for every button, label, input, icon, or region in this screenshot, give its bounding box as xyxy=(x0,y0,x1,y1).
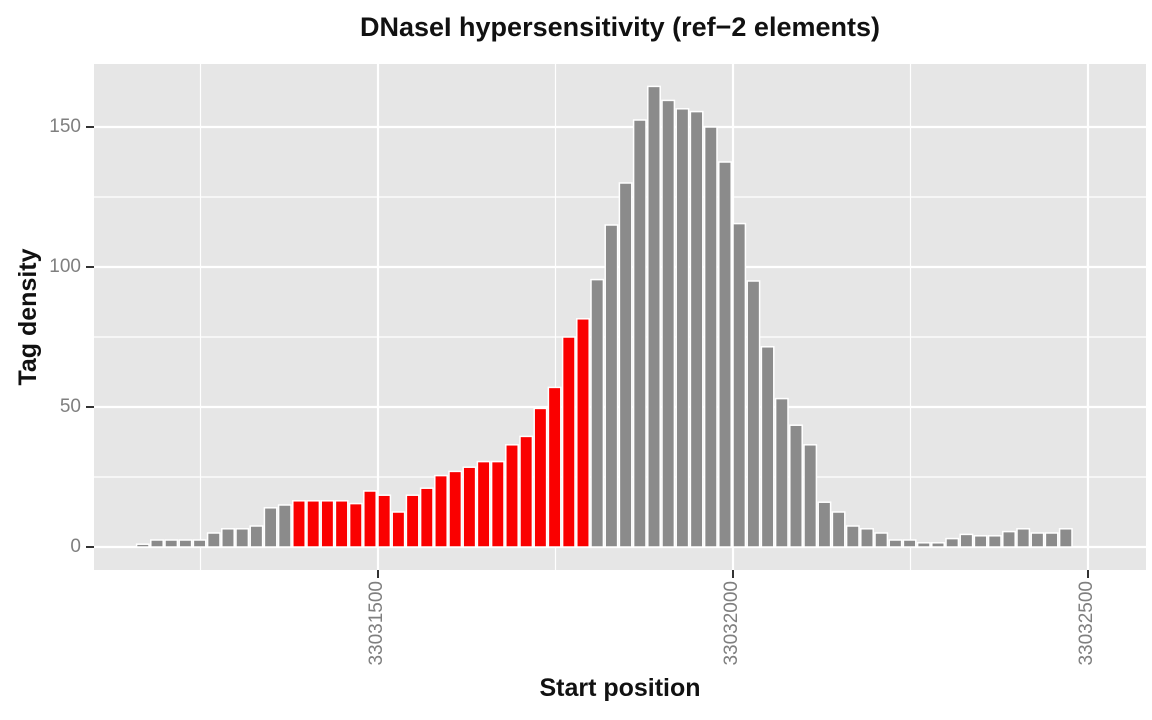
histogram-bar-highlighted xyxy=(505,444,519,548)
histogram-bar xyxy=(973,535,988,548)
histogram-bar xyxy=(874,532,889,548)
histogram-bar xyxy=(206,532,221,548)
histogram-bar xyxy=(661,99,676,548)
histogram-bar xyxy=(987,535,1002,548)
histogram-bar xyxy=(916,542,931,548)
y-tick-label: 50 xyxy=(59,396,81,417)
histogram-bar xyxy=(249,525,264,548)
histogram-bar-highlighted xyxy=(576,318,590,548)
histogram-bar xyxy=(604,224,619,548)
histogram-bar xyxy=(263,507,278,548)
histogram-bar xyxy=(618,182,633,548)
x-tick-mark xyxy=(377,570,379,578)
histogram-bar xyxy=(888,539,903,548)
histogram-bar xyxy=(789,424,803,548)
histogram-bar-highlighted xyxy=(561,336,576,548)
histogram-bar-highlighted xyxy=(391,511,406,548)
x-axis-title: Start position xyxy=(539,674,701,702)
histogram-bar xyxy=(632,119,647,548)
histogram-bar xyxy=(1058,528,1073,548)
x-tick-label: 33031500 xyxy=(366,581,387,666)
x-tick-label: 33032000 xyxy=(721,581,742,666)
y-tick-mark xyxy=(86,266,94,268)
y-tick-label: 0 xyxy=(70,536,81,557)
histogram-bar-highlighted xyxy=(363,490,377,548)
histogram-bar xyxy=(135,543,150,548)
histogram-bar-highlighted xyxy=(476,460,491,548)
histogram-bar xyxy=(718,161,732,548)
histogram-bar-highlighted xyxy=(419,487,434,548)
plot-panel xyxy=(94,64,1146,570)
histogram-bar xyxy=(647,85,661,548)
y-tick-mark xyxy=(86,126,94,128)
histogram-bar xyxy=(945,537,960,548)
y-tick-mark xyxy=(86,546,94,548)
histogram-bar xyxy=(192,539,207,548)
y-tick-mark xyxy=(86,406,94,408)
histogram-bar xyxy=(150,539,164,548)
histogram-bar-highlighted xyxy=(519,435,534,548)
histogram-bar xyxy=(732,222,747,548)
x-tick-label: 33032500 xyxy=(1076,581,1097,666)
histogram-bar xyxy=(746,280,761,548)
chart-title: DNaseI hypersensitivity (ref−2 elements) xyxy=(360,12,880,42)
histogram-bar-highlighted xyxy=(377,494,392,548)
y-tick-label: 100 xyxy=(49,256,81,277)
x-tick-mark xyxy=(732,570,734,578)
histogram-bar-highlighted xyxy=(405,494,420,548)
histogram-bar xyxy=(931,542,945,548)
histogram-bar xyxy=(959,533,974,548)
y-tick-label: 150 xyxy=(49,116,81,137)
histogram-bar xyxy=(817,501,832,548)
histogram-bar xyxy=(178,539,193,548)
histogram-bar xyxy=(760,346,775,548)
histogram-bar xyxy=(803,444,818,548)
histogram-bar xyxy=(1016,528,1031,548)
histogram-bar xyxy=(277,504,292,548)
histogram-bar-highlighted xyxy=(490,460,505,548)
histogram-bar xyxy=(1002,530,1016,548)
histogram-bar-highlighted xyxy=(533,407,548,548)
histogram-bar xyxy=(590,278,605,548)
histogram-bar-highlighted xyxy=(448,470,463,548)
histogram-bar xyxy=(164,539,179,548)
histogram-bar-highlighted xyxy=(292,500,306,548)
histogram-bar xyxy=(689,110,704,548)
histogram-bar xyxy=(831,511,846,548)
histogram-bar xyxy=(675,108,690,548)
histogram-bar xyxy=(902,539,917,548)
histogram-bar-highlighted xyxy=(306,500,321,548)
histogram-bar-highlighted xyxy=(334,500,349,548)
histogram-bar-highlighted xyxy=(320,500,335,548)
histogram-bar xyxy=(774,397,789,548)
histogram-bar xyxy=(860,528,874,548)
histogram-bar xyxy=(235,528,250,548)
histogram-bar xyxy=(1044,532,1059,548)
histogram-bar xyxy=(703,126,718,548)
x-tick-mark xyxy=(1087,570,1089,578)
histogram-bar xyxy=(1030,532,1045,548)
y-axis-title: Tag density xyxy=(14,248,42,386)
histogram-bar xyxy=(221,528,235,548)
histogram-bar xyxy=(845,525,860,548)
histogram-bar-highlighted xyxy=(434,474,448,548)
histogram-bar-highlighted xyxy=(547,386,562,548)
histogram-bar-highlighted xyxy=(348,502,363,548)
histogram-bar-highlighted xyxy=(462,466,477,548)
